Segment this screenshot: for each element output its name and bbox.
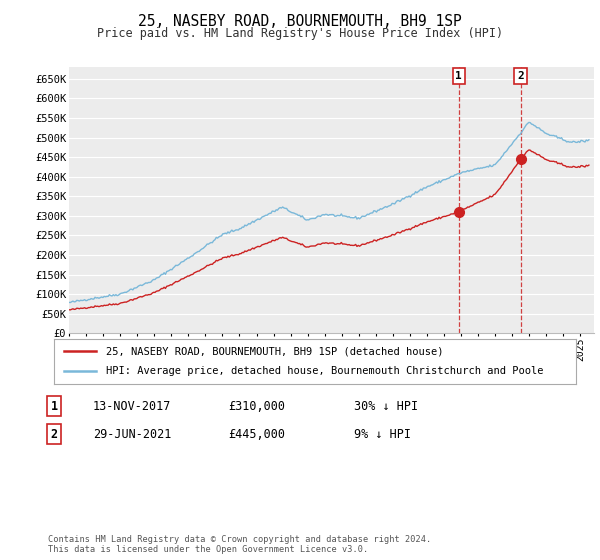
- Text: Price paid vs. HM Land Registry's House Price Index (HPI): Price paid vs. HM Land Registry's House …: [97, 27, 503, 40]
- Text: 25, NASEBY ROAD, BOURNEMOUTH, BH9 1SP: 25, NASEBY ROAD, BOURNEMOUTH, BH9 1SP: [138, 14, 462, 29]
- Text: 2: 2: [517, 71, 524, 81]
- Text: 2: 2: [50, 427, 58, 441]
- Text: 9% ↓ HPI: 9% ↓ HPI: [354, 427, 411, 441]
- Text: 1: 1: [50, 399, 58, 413]
- Text: £445,000: £445,000: [228, 427, 285, 441]
- Text: 30% ↓ HPI: 30% ↓ HPI: [354, 399, 418, 413]
- Text: Contains HM Land Registry data © Crown copyright and database right 2024.
This d: Contains HM Land Registry data © Crown c…: [48, 535, 431, 554]
- Text: 13-NOV-2017: 13-NOV-2017: [93, 399, 172, 413]
- Text: £310,000: £310,000: [228, 399, 285, 413]
- Text: 29-JUN-2021: 29-JUN-2021: [93, 427, 172, 441]
- Text: HPI: Average price, detached house, Bournemouth Christchurch and Poole: HPI: Average price, detached house, Bour…: [106, 366, 544, 376]
- Text: 25, NASEBY ROAD, BOURNEMOUTH, BH9 1SP (detached house): 25, NASEBY ROAD, BOURNEMOUTH, BH9 1SP (d…: [106, 346, 444, 356]
- Text: 1: 1: [455, 71, 462, 81]
